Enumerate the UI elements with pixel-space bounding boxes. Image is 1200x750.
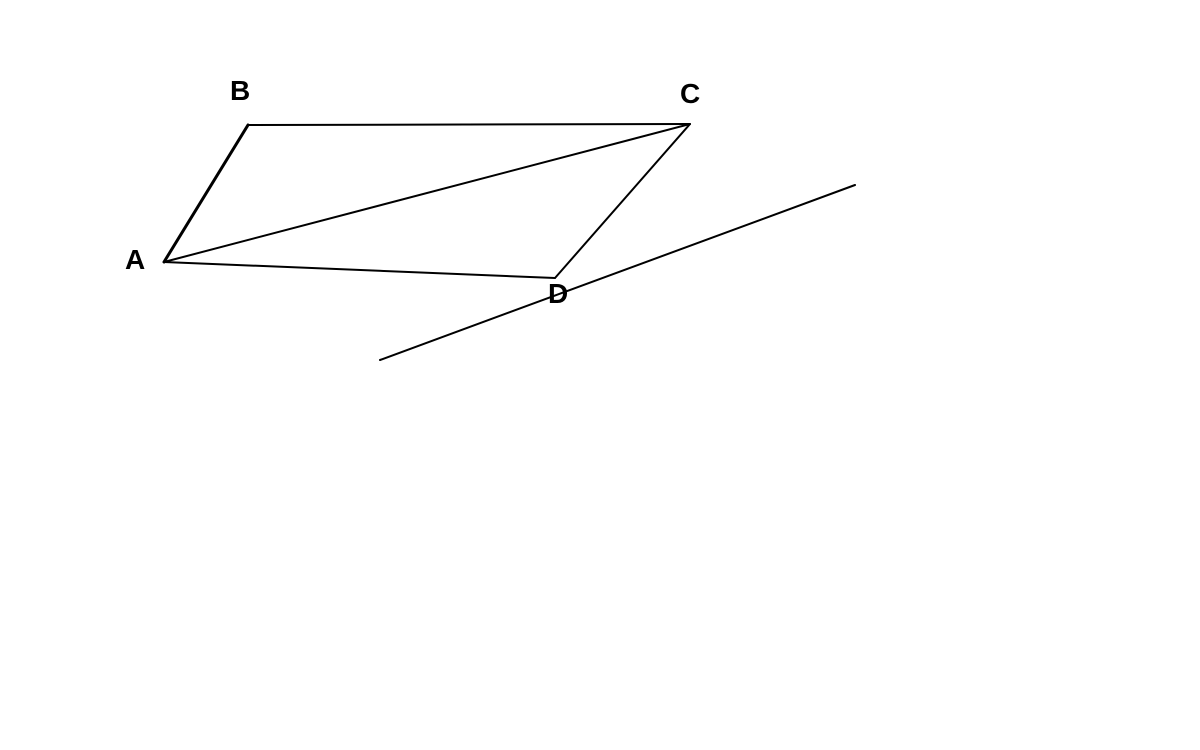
geometry-svg (0, 0, 1200, 750)
extra-line (380, 185, 855, 360)
edge-AD (164, 262, 555, 278)
vertex-label-d: D (548, 278, 568, 310)
vertex-label-c: C (680, 78, 700, 110)
vertex-label-b: B (230, 75, 250, 107)
diagram-canvas: A B C D (0, 0, 1200, 750)
edge-AB (164, 125, 248, 262)
edges-group (164, 124, 690, 278)
edge-BC (248, 124, 690, 125)
edge-AC (164, 124, 690, 262)
vertex-label-a: A (125, 244, 145, 276)
edge-CD (555, 124, 690, 278)
